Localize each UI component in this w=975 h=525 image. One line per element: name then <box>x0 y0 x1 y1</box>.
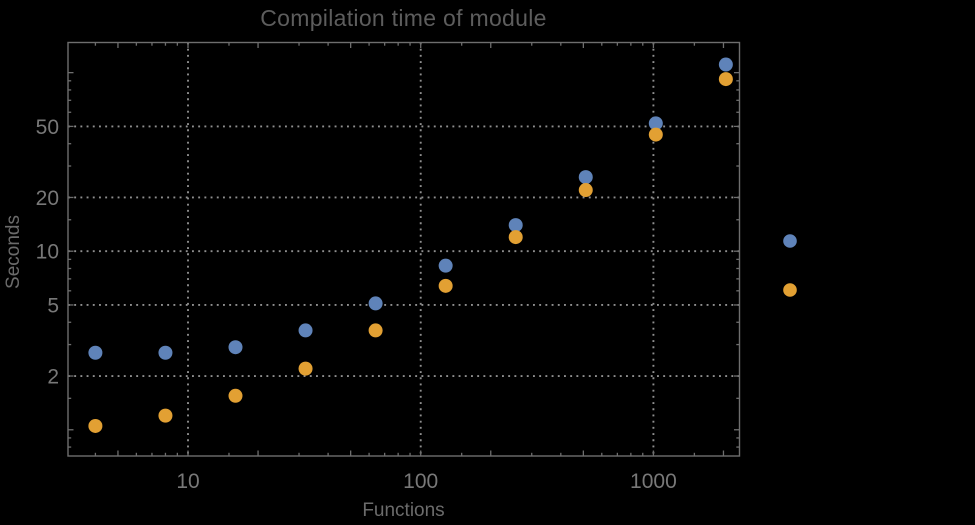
data-point-s1-x1024 <box>648 116 663 131</box>
data-point-s1-x16 <box>228 340 243 355</box>
data-point-s2-x8 <box>158 408 173 423</box>
data-point-s1-x32 <box>298 323 313 338</box>
legend-marker-1 <box>783 234 797 248</box>
data-point-s2-x256 <box>508 230 523 245</box>
data-point-s2-x2048 <box>718 72 733 87</box>
data-point-s1-x64 <box>368 296 383 311</box>
y-tick-label-5: 5 <box>47 294 59 317</box>
data-point-s2-x4 <box>88 418 103 433</box>
x-axis-label: Functions <box>362 500 445 521</box>
y-axis-label: Seconds <box>3 215 24 289</box>
chart-title: Compilation time of module <box>260 5 547 31</box>
x-tick-label-10: 10 <box>176 470 199 493</box>
y-tick-label-10: 10 <box>36 241 59 264</box>
data-point-s2-x16 <box>228 388 243 403</box>
data-point-s2-x1024 <box>648 127 663 142</box>
data-point-s1-x4 <box>88 345 103 360</box>
legend-marker-2 <box>783 283 797 297</box>
x-tick-label-1000: 1000 <box>630 470 677 493</box>
data-point-s2-x512 <box>578 183 593 198</box>
data-point-s1-x512 <box>578 170 593 185</box>
y-tick-label-2: 2 <box>47 366 59 389</box>
data-point-s1-x8 <box>158 345 173 360</box>
y-tick-label-20: 20 <box>36 187 59 210</box>
data-point-s1-x2048 <box>718 57 733 72</box>
data-point-s1-x256 <box>508 218 523 233</box>
y-tick-label-50: 50 <box>36 116 59 139</box>
data-point-s2-x64 <box>368 323 383 338</box>
data-point-s1-x128 <box>438 258 453 273</box>
x-tick-label-100: 100 <box>403 470 438 493</box>
plot-frame <box>67 41 741 457</box>
data-point-s2-x128 <box>438 278 453 293</box>
data-point-s2-x32 <box>298 361 313 376</box>
